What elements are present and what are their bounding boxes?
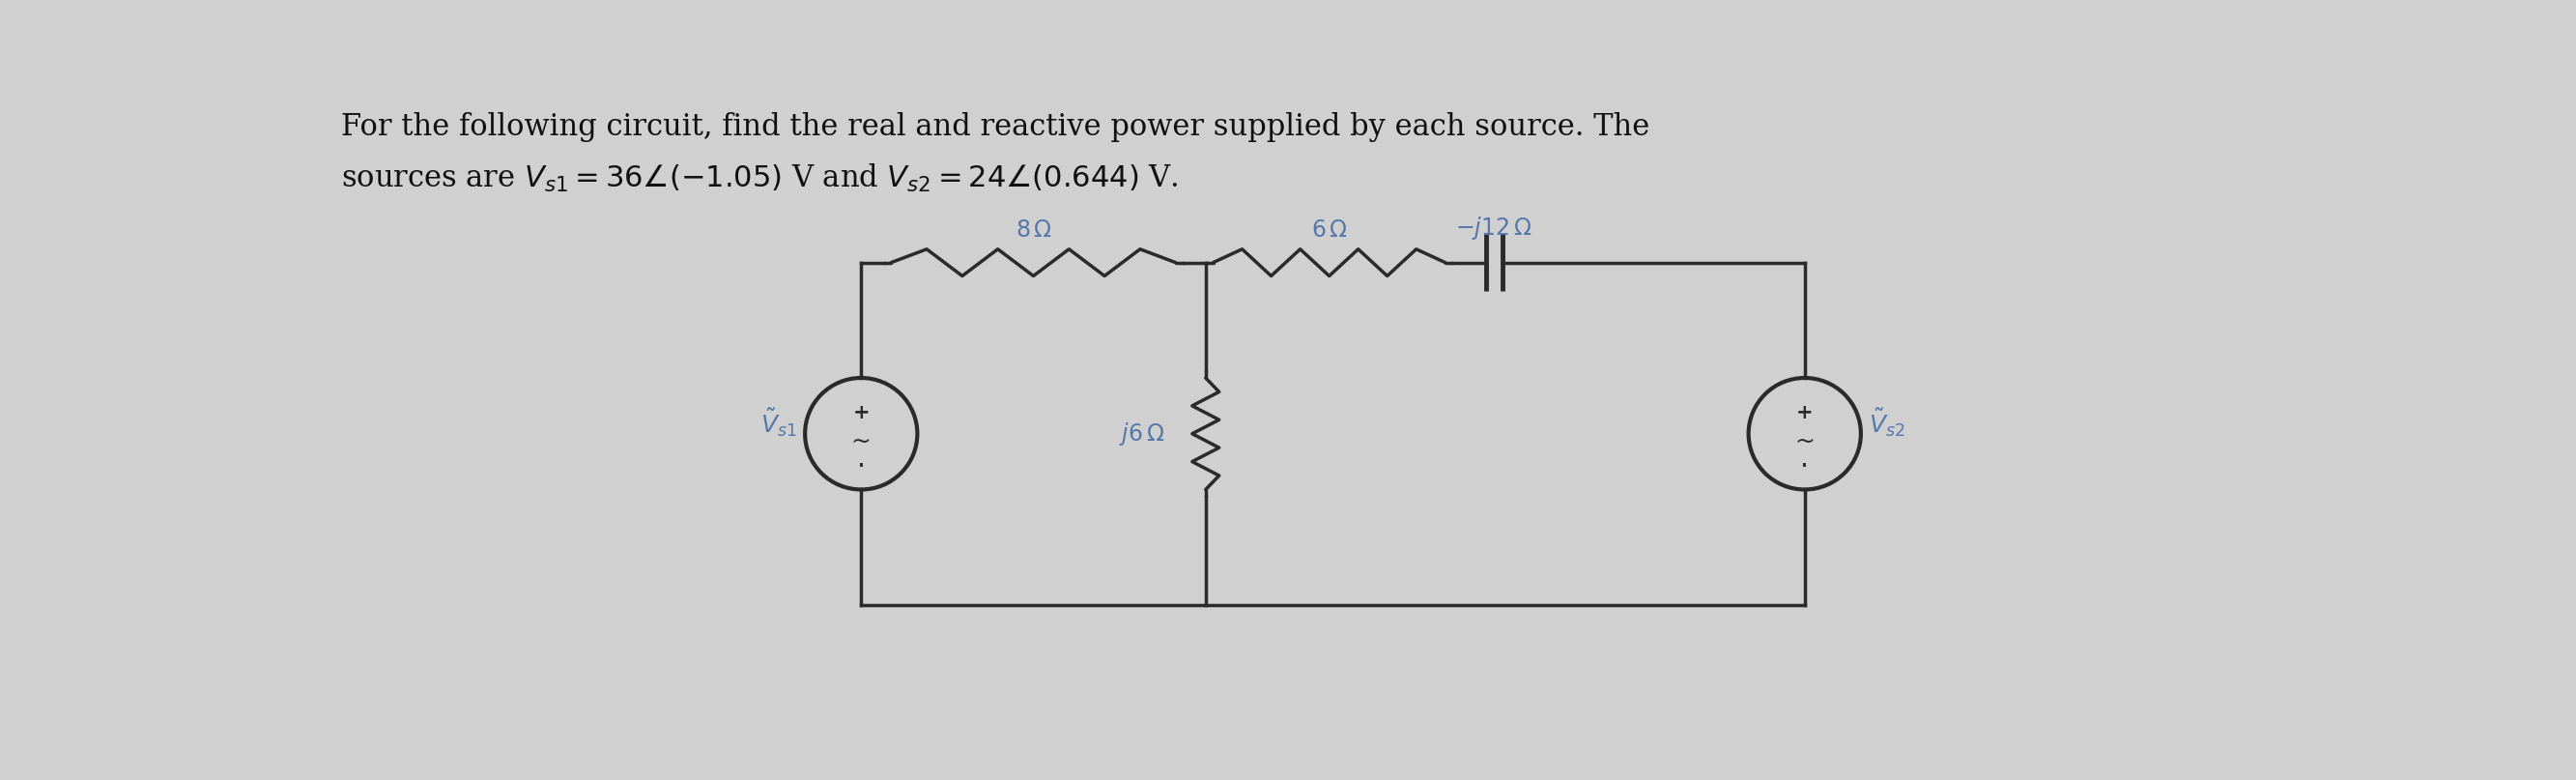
Text: ·: ·: [858, 454, 866, 480]
Text: $8\,\Omega$: $8\,\Omega$: [1015, 219, 1051, 242]
Text: $\tilde{V}_{s2}$: $\tilde{V}_{s2}$: [1868, 406, 1906, 438]
Text: $j6\,\Omega$: $j6\,\Omega$: [1118, 420, 1164, 447]
Text: +: +: [1795, 403, 1814, 423]
Text: ~: ~: [850, 430, 871, 452]
Text: For the following circuit, find the real and reactive power supplied by each sou: For the following circuit, find the real…: [340, 112, 1649, 142]
Text: $-j12\,\Omega$: $-j12\,\Omega$: [1455, 214, 1533, 242]
Text: $6\,\Omega$: $6\,\Omega$: [1311, 219, 1347, 242]
Text: sources are $V_{s1} = 36\angle(-1.05)$ V and $V_{s2} = 24\angle(0.644)$ V.: sources are $V_{s1} = 36\angle(-1.05)$ V…: [340, 162, 1177, 194]
Text: +: +: [853, 403, 871, 423]
Text: ~: ~: [1795, 430, 1814, 452]
Text: ·: ·: [1801, 454, 1808, 480]
Text: $\tilde{V}_{s1}$: $\tilde{V}_{s1}$: [760, 406, 796, 438]
